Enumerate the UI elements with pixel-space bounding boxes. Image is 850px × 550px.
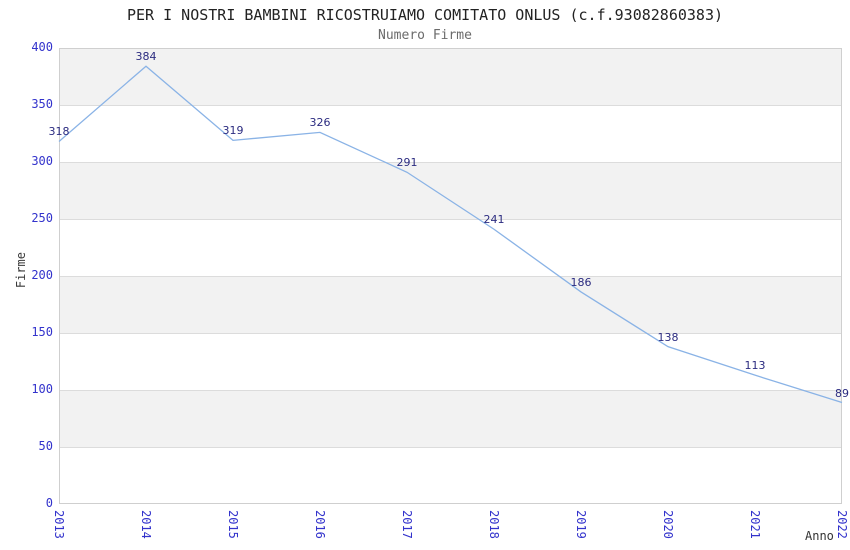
gridline bbox=[59, 390, 842, 391]
gridline bbox=[59, 276, 842, 277]
x-tick-label: 2016 bbox=[313, 510, 327, 539]
y-tick-label: 100 bbox=[31, 382, 53, 396]
gridline bbox=[59, 105, 842, 106]
data-point-label: 113 bbox=[744, 359, 766, 373]
y-tick-label: 250 bbox=[31, 211, 53, 225]
y-tick-label: 0 bbox=[45, 496, 53, 510]
y-tick-label: 150 bbox=[31, 325, 53, 339]
x-tick-label: 2019 bbox=[574, 510, 588, 539]
plot-band bbox=[59, 390, 842, 447]
data-point-label: 291 bbox=[396, 156, 418, 170]
plot-band bbox=[59, 48, 842, 105]
x-tick-label: 2022 bbox=[835, 510, 849, 539]
y-tick-label: 400 bbox=[31, 40, 53, 54]
y-tick-label: 200 bbox=[31, 268, 53, 282]
x-tick-label: 2020 bbox=[661, 510, 675, 539]
series-line bbox=[58, 65, 843, 404]
gridline bbox=[59, 162, 842, 163]
gridline bbox=[59, 333, 842, 334]
gridline bbox=[59, 219, 842, 220]
chart-subtitle: Numero Firme bbox=[378, 28, 472, 43]
series-polyline bbox=[58, 65, 843, 404]
x-tick-label: 2021 bbox=[748, 510, 762, 539]
x-tick-label: 2015 bbox=[226, 510, 240, 539]
gridline bbox=[59, 447, 842, 448]
plot-band bbox=[59, 162, 842, 219]
data-point-label: 89 bbox=[835, 386, 849, 400]
data-point-label: 319 bbox=[222, 124, 244, 138]
y-tick-label: 50 bbox=[38, 439, 53, 453]
data-point-label: 138 bbox=[657, 330, 679, 344]
y-axis-label: Firme bbox=[14, 252, 28, 289]
x-tick-label: 2014 bbox=[139, 510, 153, 539]
y-tick-label: 300 bbox=[31, 154, 53, 168]
data-point-label: 384 bbox=[135, 50, 157, 64]
x-tick-label: 2013 bbox=[52, 510, 66, 539]
chart-title: PER I NOSTRI BAMBINI RICOSTRUIAMO COMITA… bbox=[126, 6, 724, 24]
x-tick-label: 2018 bbox=[487, 510, 501, 539]
data-point-label: 186 bbox=[570, 275, 592, 289]
data-point-label: 326 bbox=[309, 116, 331, 130]
data-point-label: 241 bbox=[483, 213, 505, 227]
x-axis-label: Anno bbox=[805, 529, 834, 543]
data-point-label: 318 bbox=[48, 125, 70, 139]
y-tick-label: 350 bbox=[31, 97, 53, 111]
plot-band bbox=[59, 276, 842, 333]
x-tick-label: 2017 bbox=[400, 510, 414, 539]
